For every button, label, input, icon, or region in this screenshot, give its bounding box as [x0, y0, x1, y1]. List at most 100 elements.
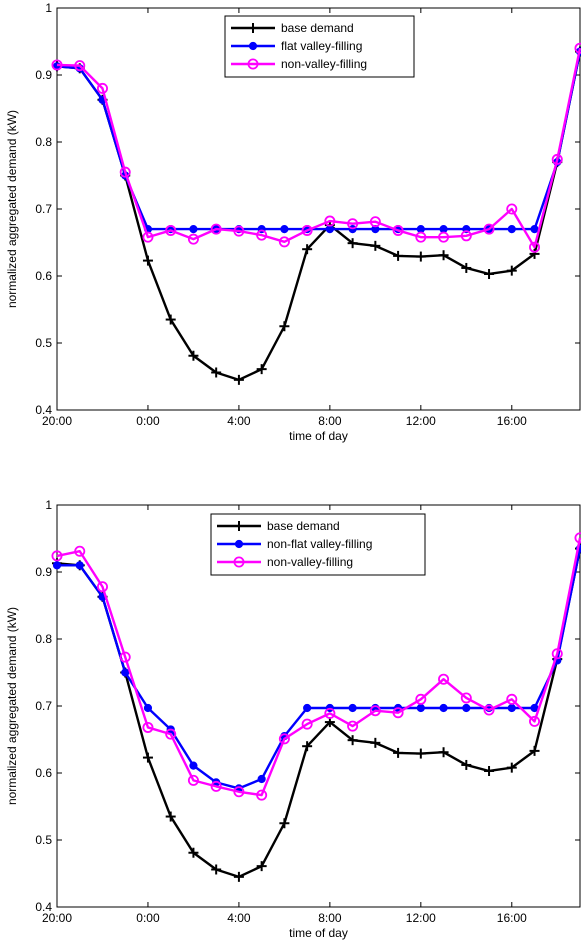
x-axis-label: time of day: [289, 429, 348, 443]
data-point: [415, 231, 427, 243]
y-tick-label: 0.6: [35, 766, 52, 780]
x-tick-label: 16:00: [497, 911, 527, 925]
data-point: [484, 765, 495, 776]
legend-marker: [247, 58, 259, 70]
data-point: [188, 847, 199, 858]
data-point: [303, 703, 312, 713]
data-point: [370, 240, 381, 251]
data-point: [165, 314, 176, 325]
data-point: [256, 789, 268, 801]
data-point: [142, 255, 153, 266]
data-point: [506, 693, 518, 705]
x-tick-label: 16:00: [497, 414, 527, 428]
data-point: [438, 250, 449, 261]
y-tick-label: 0.5: [35, 336, 52, 350]
data-point: [415, 693, 427, 705]
x-tick-label: 12:00: [406, 911, 436, 925]
data-point: [461, 759, 472, 770]
y-tick-label: 1: [45, 1, 52, 15]
legend: base demand non-flat valley-filling non-va…: [210, 513, 426, 576]
y-tick-label: 0.8: [35, 135, 52, 149]
data-point: [551, 648, 563, 660]
data-point: [279, 321, 290, 332]
data-point: [438, 673, 450, 685]
data-point: [96, 581, 108, 593]
data-point: [142, 231, 154, 243]
legend-label: base demand: [267, 519, 340, 533]
data-point: [280, 225, 289, 234]
data-point: [529, 241, 541, 253]
data-point: [369, 705, 381, 717]
y-tick-label: 0.9: [35, 68, 52, 82]
data-point: [415, 748, 426, 759]
y-tick-label: 0.5: [35, 833, 52, 847]
data-point: [189, 761, 198, 770]
legend-marker: [234, 539, 244, 549]
data-point: [438, 231, 450, 243]
data-point: [392, 707, 404, 719]
x-tick-label: 20:00: [42, 414, 72, 428]
data-point: [142, 752, 153, 763]
data-point: [347, 218, 359, 230]
data-point: [574, 42, 581, 54]
data-point: [302, 741, 313, 752]
data-point: [233, 786, 245, 798]
data-point: [165, 811, 176, 822]
y-axis-label: normalized aggregated demand (kW): [5, 110, 19, 308]
data-point: [74, 60, 86, 72]
data-point: [551, 153, 563, 165]
data-point: [211, 367, 222, 378]
data-point: [392, 224, 404, 236]
data-point: [187, 233, 199, 245]
data-point: [210, 780, 222, 792]
data-point: [256, 861, 267, 872]
y-tick-label: 0.4: [35, 900, 52, 914]
data-point: [460, 692, 472, 704]
data-point: [347, 720, 359, 732]
series-nonvalley: [51, 532, 581, 801]
data-point: [278, 733, 290, 745]
y-tick-label: 0.8: [35, 632, 52, 646]
y-tick-label: 0.4: [35, 403, 52, 417]
chart-panel-2: 0.4 0.5 0.6 0.7 0.8 0.9 1 20:00 0:00 4:00 8:00 12:0…: [5, 498, 581, 940]
data-point: [188, 350, 199, 361]
data-point: [393, 250, 404, 261]
legend-label: non-valley-filling: [267, 555, 353, 569]
data-point: [369, 216, 381, 228]
x-tick-label: 0:00: [136, 414, 160, 428]
data-point: [119, 651, 131, 663]
data-point: [348, 703, 357, 713]
data-point: [324, 215, 336, 227]
data-point: [347, 735, 358, 746]
y-tick-label: 0.9: [35, 565, 52, 579]
x-tick-label: 12:00: [406, 414, 436, 428]
data-point: [119, 166, 131, 178]
data-point: [187, 774, 199, 786]
data-point: [370, 737, 381, 748]
data-point: [211, 864, 222, 875]
data-point: [461, 262, 472, 273]
series-base: [52, 543, 581, 882]
data-point: [233, 374, 244, 385]
legend: base demand flat valley-filling non-valley…: [224, 15, 415, 78]
legend-marker: [233, 556, 245, 568]
data-point: [347, 238, 358, 249]
data-point: [506, 203, 518, 215]
data-point: [257, 774, 266, 784]
data-point: [439, 225, 448, 234]
data-point: [210, 223, 222, 235]
data-point: [439, 703, 448, 713]
data-point: [529, 248, 540, 259]
y-tick-label: 0.7: [35, 202, 52, 216]
data-point: [301, 718, 313, 730]
data-point: [324, 707, 336, 719]
x-tick-label: 4:00: [227, 414, 251, 428]
x-tick-label: 8:00: [318, 911, 342, 925]
data-point: [393, 747, 404, 758]
data-point: [142, 721, 154, 733]
data-point: [302, 244, 313, 255]
x-tick-label: 8:00: [318, 414, 342, 428]
data-point: [529, 715, 541, 727]
data-point: [415, 251, 426, 262]
